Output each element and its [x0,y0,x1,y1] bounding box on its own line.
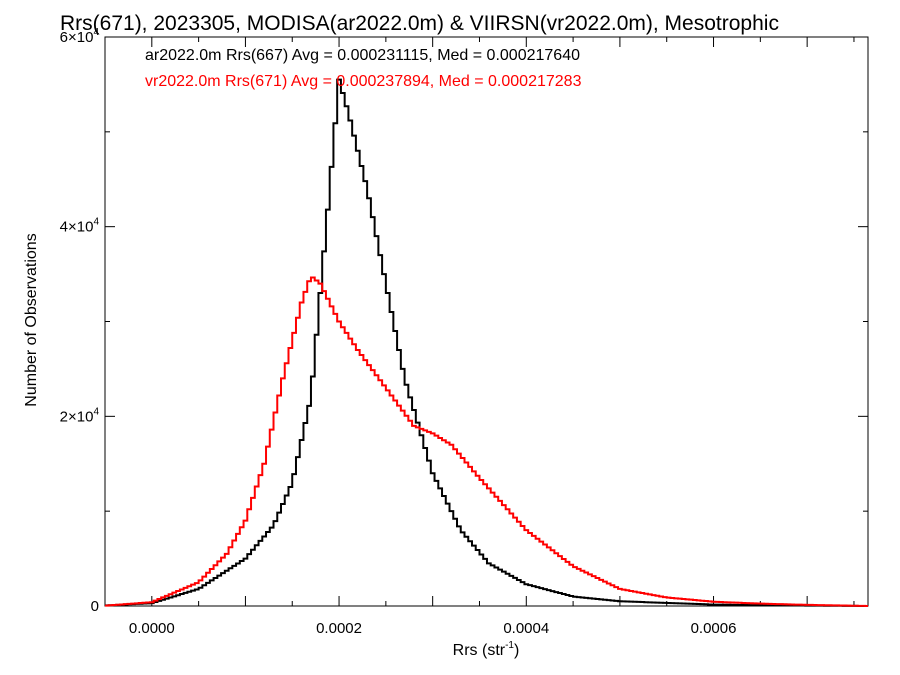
x-axis-label-sup: -1 [505,640,514,651]
x-axis-label-end: ) [514,642,519,659]
y-tick-label: 4×104 [60,217,100,236]
plot-area: 0.0000 0.0002 0.0004 0.0006 0 2×104 4×104 6×10… [60,27,869,637]
legend-entry-1: vr2022.0m Rrs(671) Avg = 0.000237894, Me… [145,73,582,90]
legend: ar2022.0m Rrs(667) Avg = 0.000231115, Me… [145,47,582,90]
series-group [105,78,868,607]
x-axis: 0.0000 0.0002 0.0004 0.0006 [129,37,855,637]
y-tick-label: 0 [91,598,99,615]
y-tick-label: 6×104 [60,27,100,46]
y-axis: 0 2×104 4×104 6×104 [60,27,868,615]
x-tick-label: 0.0002 [316,620,362,637]
x-axis-label: Rrs (str-1) [453,640,520,659]
chart-title: Rrs(671), 2023305, MODISA(ar2022.0m) & V… [60,12,779,35]
y-axis-label: Number of Observations [23,233,40,406]
y-tick-label: 2×104 [60,406,100,425]
x-tick-label: 0.0000 [129,620,175,637]
series-line-0 [105,78,868,607]
x-tick-label: 0.0004 [503,620,549,637]
plot-frame [104,36,869,607]
series-line-1 [105,276,868,607]
legend-entry-0: ar2022.0m Rrs(667) Avg = 0.000231115, Me… [145,47,580,64]
x-tick-label: 0.0006 [691,620,737,637]
